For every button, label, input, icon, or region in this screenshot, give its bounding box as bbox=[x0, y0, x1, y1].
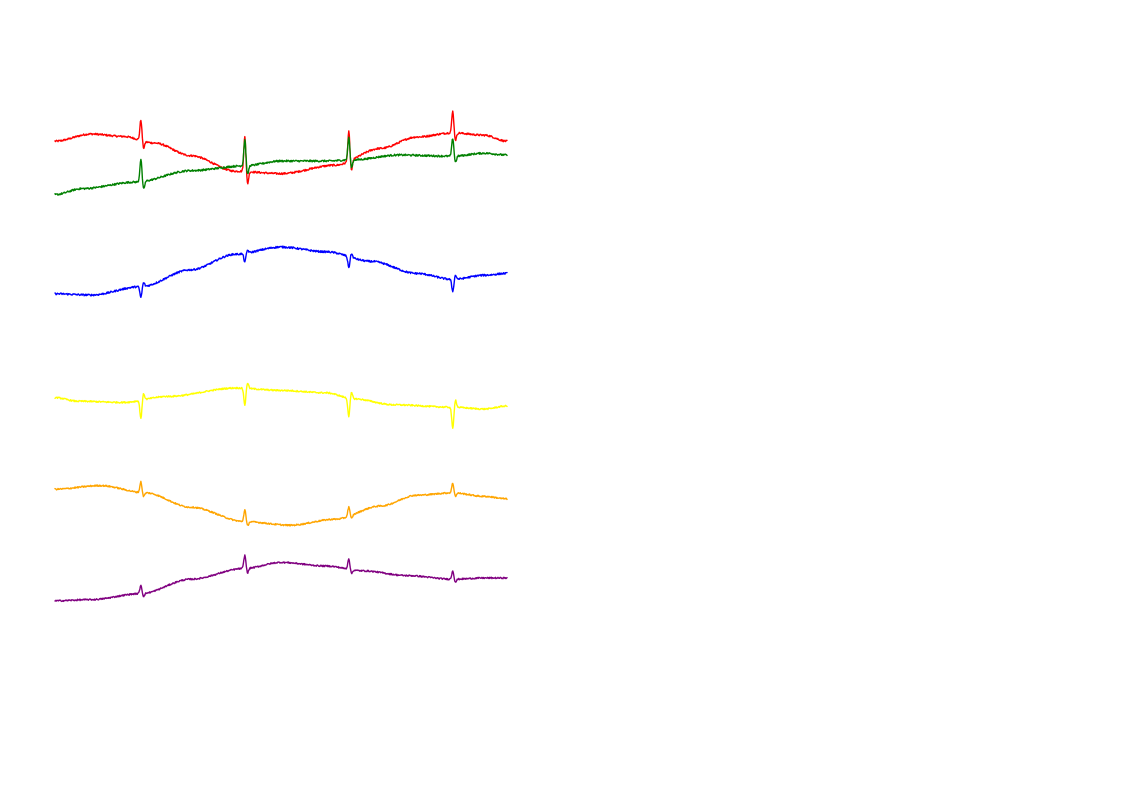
ecg-lead-trace-2 bbox=[54, 136, 508, 196]
ecg-lead-trace-4 bbox=[54, 382, 508, 429]
ecg-traces bbox=[54, 110, 508, 603]
ecg-lead-trace-3 bbox=[54, 245, 508, 299]
ecg-lead-trace-5 bbox=[54, 480, 508, 527]
ecg-lead-trace-6 bbox=[54, 554, 508, 603]
ecg-lead-trace-1 bbox=[54, 110, 508, 185]
